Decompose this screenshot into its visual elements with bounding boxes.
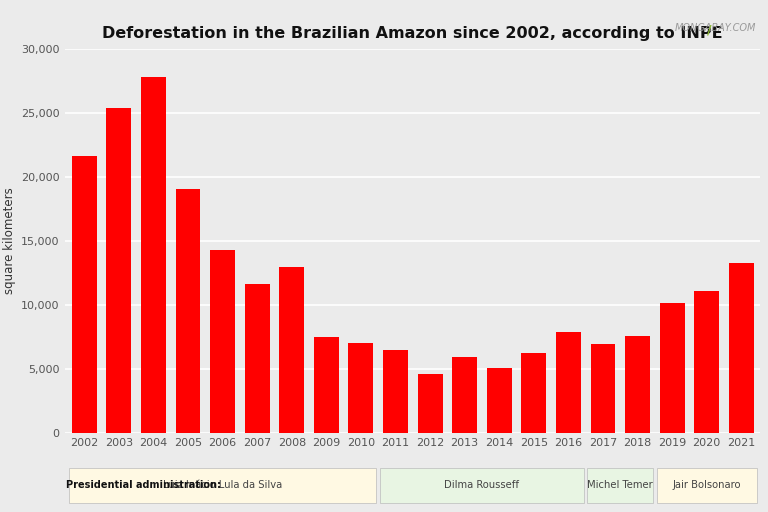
Text: Presidential administration:: Presidential administration: bbox=[66, 480, 221, 490]
Bar bbox=[69, 468, 376, 503]
Bar bbox=[245, 284, 270, 433]
Bar bbox=[107, 108, 131, 433]
Bar bbox=[383, 351, 408, 433]
Bar bbox=[729, 263, 753, 433]
Text: Dilma Rousseff: Dilma Rousseff bbox=[445, 480, 519, 490]
Bar bbox=[280, 267, 304, 433]
Text: MONGABAY.COM: MONGABAY.COM bbox=[675, 23, 756, 33]
Bar bbox=[660, 303, 684, 433]
Bar bbox=[487, 369, 511, 433]
Bar bbox=[418, 374, 442, 433]
Bar bbox=[657, 468, 756, 503]
Bar bbox=[210, 250, 235, 433]
Bar bbox=[141, 77, 166, 433]
Text: Luiz Inácio Lula da Silva: Luiz Inácio Lula da Silva bbox=[163, 480, 282, 490]
Bar bbox=[349, 343, 373, 433]
Bar bbox=[694, 291, 719, 433]
Y-axis label: square kilometers: square kilometers bbox=[2, 187, 15, 294]
Title: Deforestation in the Brazilian Amazon since 2002, according to INPE: Deforestation in the Brazilian Amazon si… bbox=[102, 26, 723, 40]
Bar bbox=[521, 353, 546, 433]
Bar bbox=[314, 337, 339, 433]
Bar bbox=[452, 357, 477, 433]
Bar bbox=[176, 189, 200, 433]
Bar bbox=[625, 336, 650, 433]
Bar bbox=[556, 332, 581, 433]
Bar bbox=[588, 468, 653, 503]
Text: Michel Temer: Michel Temer bbox=[588, 480, 653, 490]
Text: /: / bbox=[707, 23, 712, 36]
Bar bbox=[380, 468, 584, 503]
Bar bbox=[72, 156, 97, 433]
Bar bbox=[591, 344, 615, 433]
Text: Jair Bolsonaro: Jair Bolsonaro bbox=[673, 480, 741, 490]
